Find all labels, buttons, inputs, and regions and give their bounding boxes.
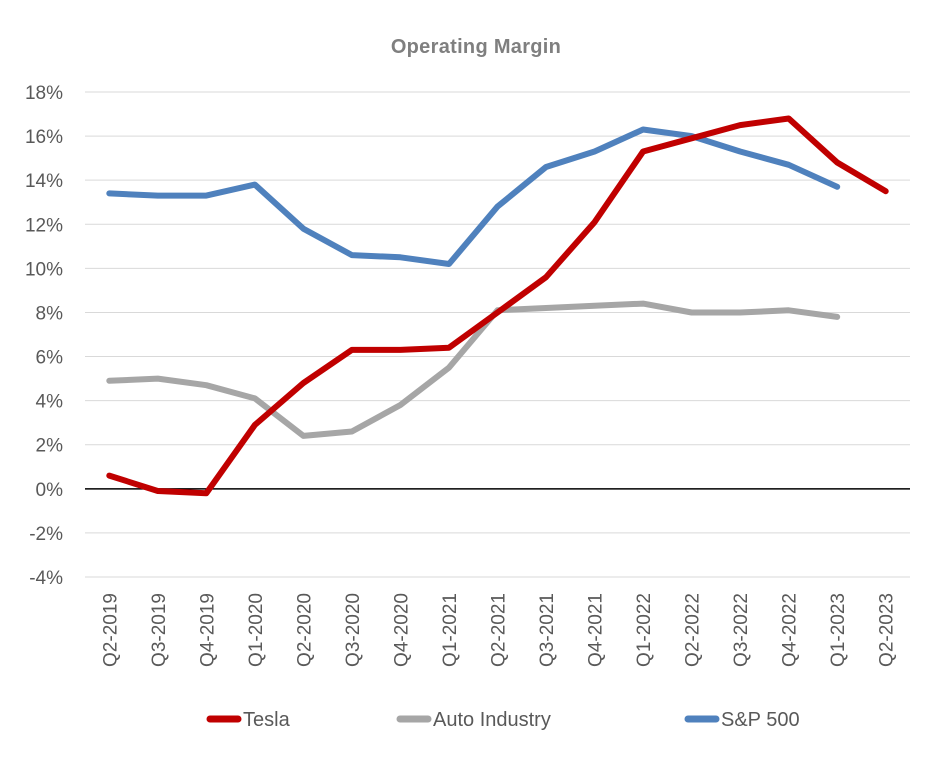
series-line-s-p-500 xyxy=(106,126,841,267)
y-tick-label: -4% xyxy=(29,568,63,589)
legend-label-tesla: Tesla xyxy=(243,709,291,731)
legend: Tesla Auto Industry S&P 500 xyxy=(206,709,800,731)
x-tick-label: Q3-2022 xyxy=(731,593,752,667)
series-lines xyxy=(106,115,889,497)
y-tick-label: 6% xyxy=(36,348,64,369)
y-tick-label: 4% xyxy=(36,392,64,413)
y-tick-label: 16% xyxy=(25,127,63,148)
x-tick-label: Q4-2022 xyxy=(780,593,801,667)
x-tick-label: Q2-2023 xyxy=(877,593,898,667)
y-tick-label: 10% xyxy=(25,259,63,280)
y-tick-label: 12% xyxy=(25,215,63,236)
x-tick-label: Q2-2019 xyxy=(100,593,121,667)
x-tick-label: Q4-2021 xyxy=(586,593,607,667)
legend-label-s-p-500: S&P 500 xyxy=(721,709,800,731)
x-tick-label: Q2-2022 xyxy=(683,593,704,667)
y-tick-label: 0% xyxy=(36,480,64,501)
y-axis-ticks: -4% -2% 0% 2% 4% 6% 8% 10% 12% 14% 16% 18% xyxy=(25,83,63,589)
x-axis-ticks: Q2-2019 Q3-2019 Q4-2019 Q1-2020 Q2-2020 Q3-20… xyxy=(100,593,897,667)
chart-title: Operating Margin xyxy=(391,36,561,58)
x-tick-label: Q2-2021 xyxy=(489,593,510,667)
x-tick-label: Q3-2021 xyxy=(537,593,558,667)
x-tick-label: Q1-2022 xyxy=(634,593,655,667)
legend-label-auto-industry: Auto Industry xyxy=(433,709,551,731)
y-tick-label: 18% xyxy=(25,83,63,104)
x-tick-label: Q4-2020 xyxy=(391,593,412,667)
series-line-tesla xyxy=(106,115,889,497)
x-tick-label: Q4-2019 xyxy=(197,593,218,667)
x-tick-label: Q3-2019 xyxy=(149,593,170,667)
y-tick-label: -2% xyxy=(29,524,63,545)
x-tick-label: Q3-2020 xyxy=(343,593,364,667)
x-tick-label: Q2-2020 xyxy=(294,593,315,667)
y-tick-label: 2% xyxy=(36,436,64,457)
x-tick-label: Q1-2020 xyxy=(246,593,267,667)
y-tick-label: 14% xyxy=(25,171,63,192)
y-tick-label: 8% xyxy=(36,303,64,324)
series-line-auto-industry xyxy=(106,300,841,439)
x-tick-label: Q1-2021 xyxy=(440,593,461,667)
x-tick-label: Q1-2023 xyxy=(828,593,849,667)
